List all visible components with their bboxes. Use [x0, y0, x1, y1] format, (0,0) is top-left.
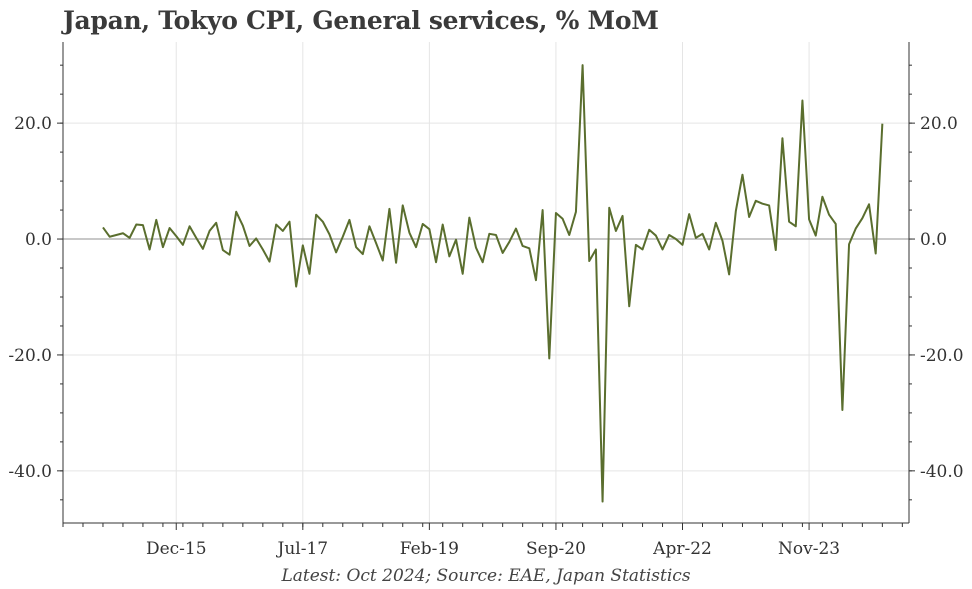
y-tick-label-left: 0.0: [25, 230, 52, 250]
x-tick-label: Jul-17: [276, 539, 329, 559]
x-tick-label: Dec-15: [146, 539, 207, 559]
y-tick-label-left: 20.0: [14, 114, 52, 134]
y-tick-label-right: -40.0: [920, 462, 964, 482]
source-note: Latest: Oct 2024; Source: EAE, Japan Sta…: [281, 566, 691, 586]
x-tick-label: Apr-22: [652, 539, 712, 559]
y-tick-label-right: 20.0: [920, 114, 958, 134]
gridlines: [63, 42, 909, 523]
chart-title: Japan, Tokyo CPI, General services, % Mo…: [63, 6, 659, 35]
series-line-general-services-mom: [102, 64, 884, 503]
y-tick-label-right: -20.0: [920, 346, 964, 366]
x-tick-label: Sep-20: [526, 539, 586, 559]
y-tick-label-left: -40.0: [8, 462, 52, 482]
y-tick-label-left: -20.0: [8, 346, 52, 366]
axes: -40.0 -40.0 -20.0 -20.0 0.0 0.0 20.0 20.0 Dec-15…: [8, 42, 964, 559]
x-tick-label: Nov-23: [778, 539, 840, 559]
x-tick-label: Feb-19: [400, 539, 459, 559]
y-tick-label-right: 0.0: [920, 230, 947, 250]
